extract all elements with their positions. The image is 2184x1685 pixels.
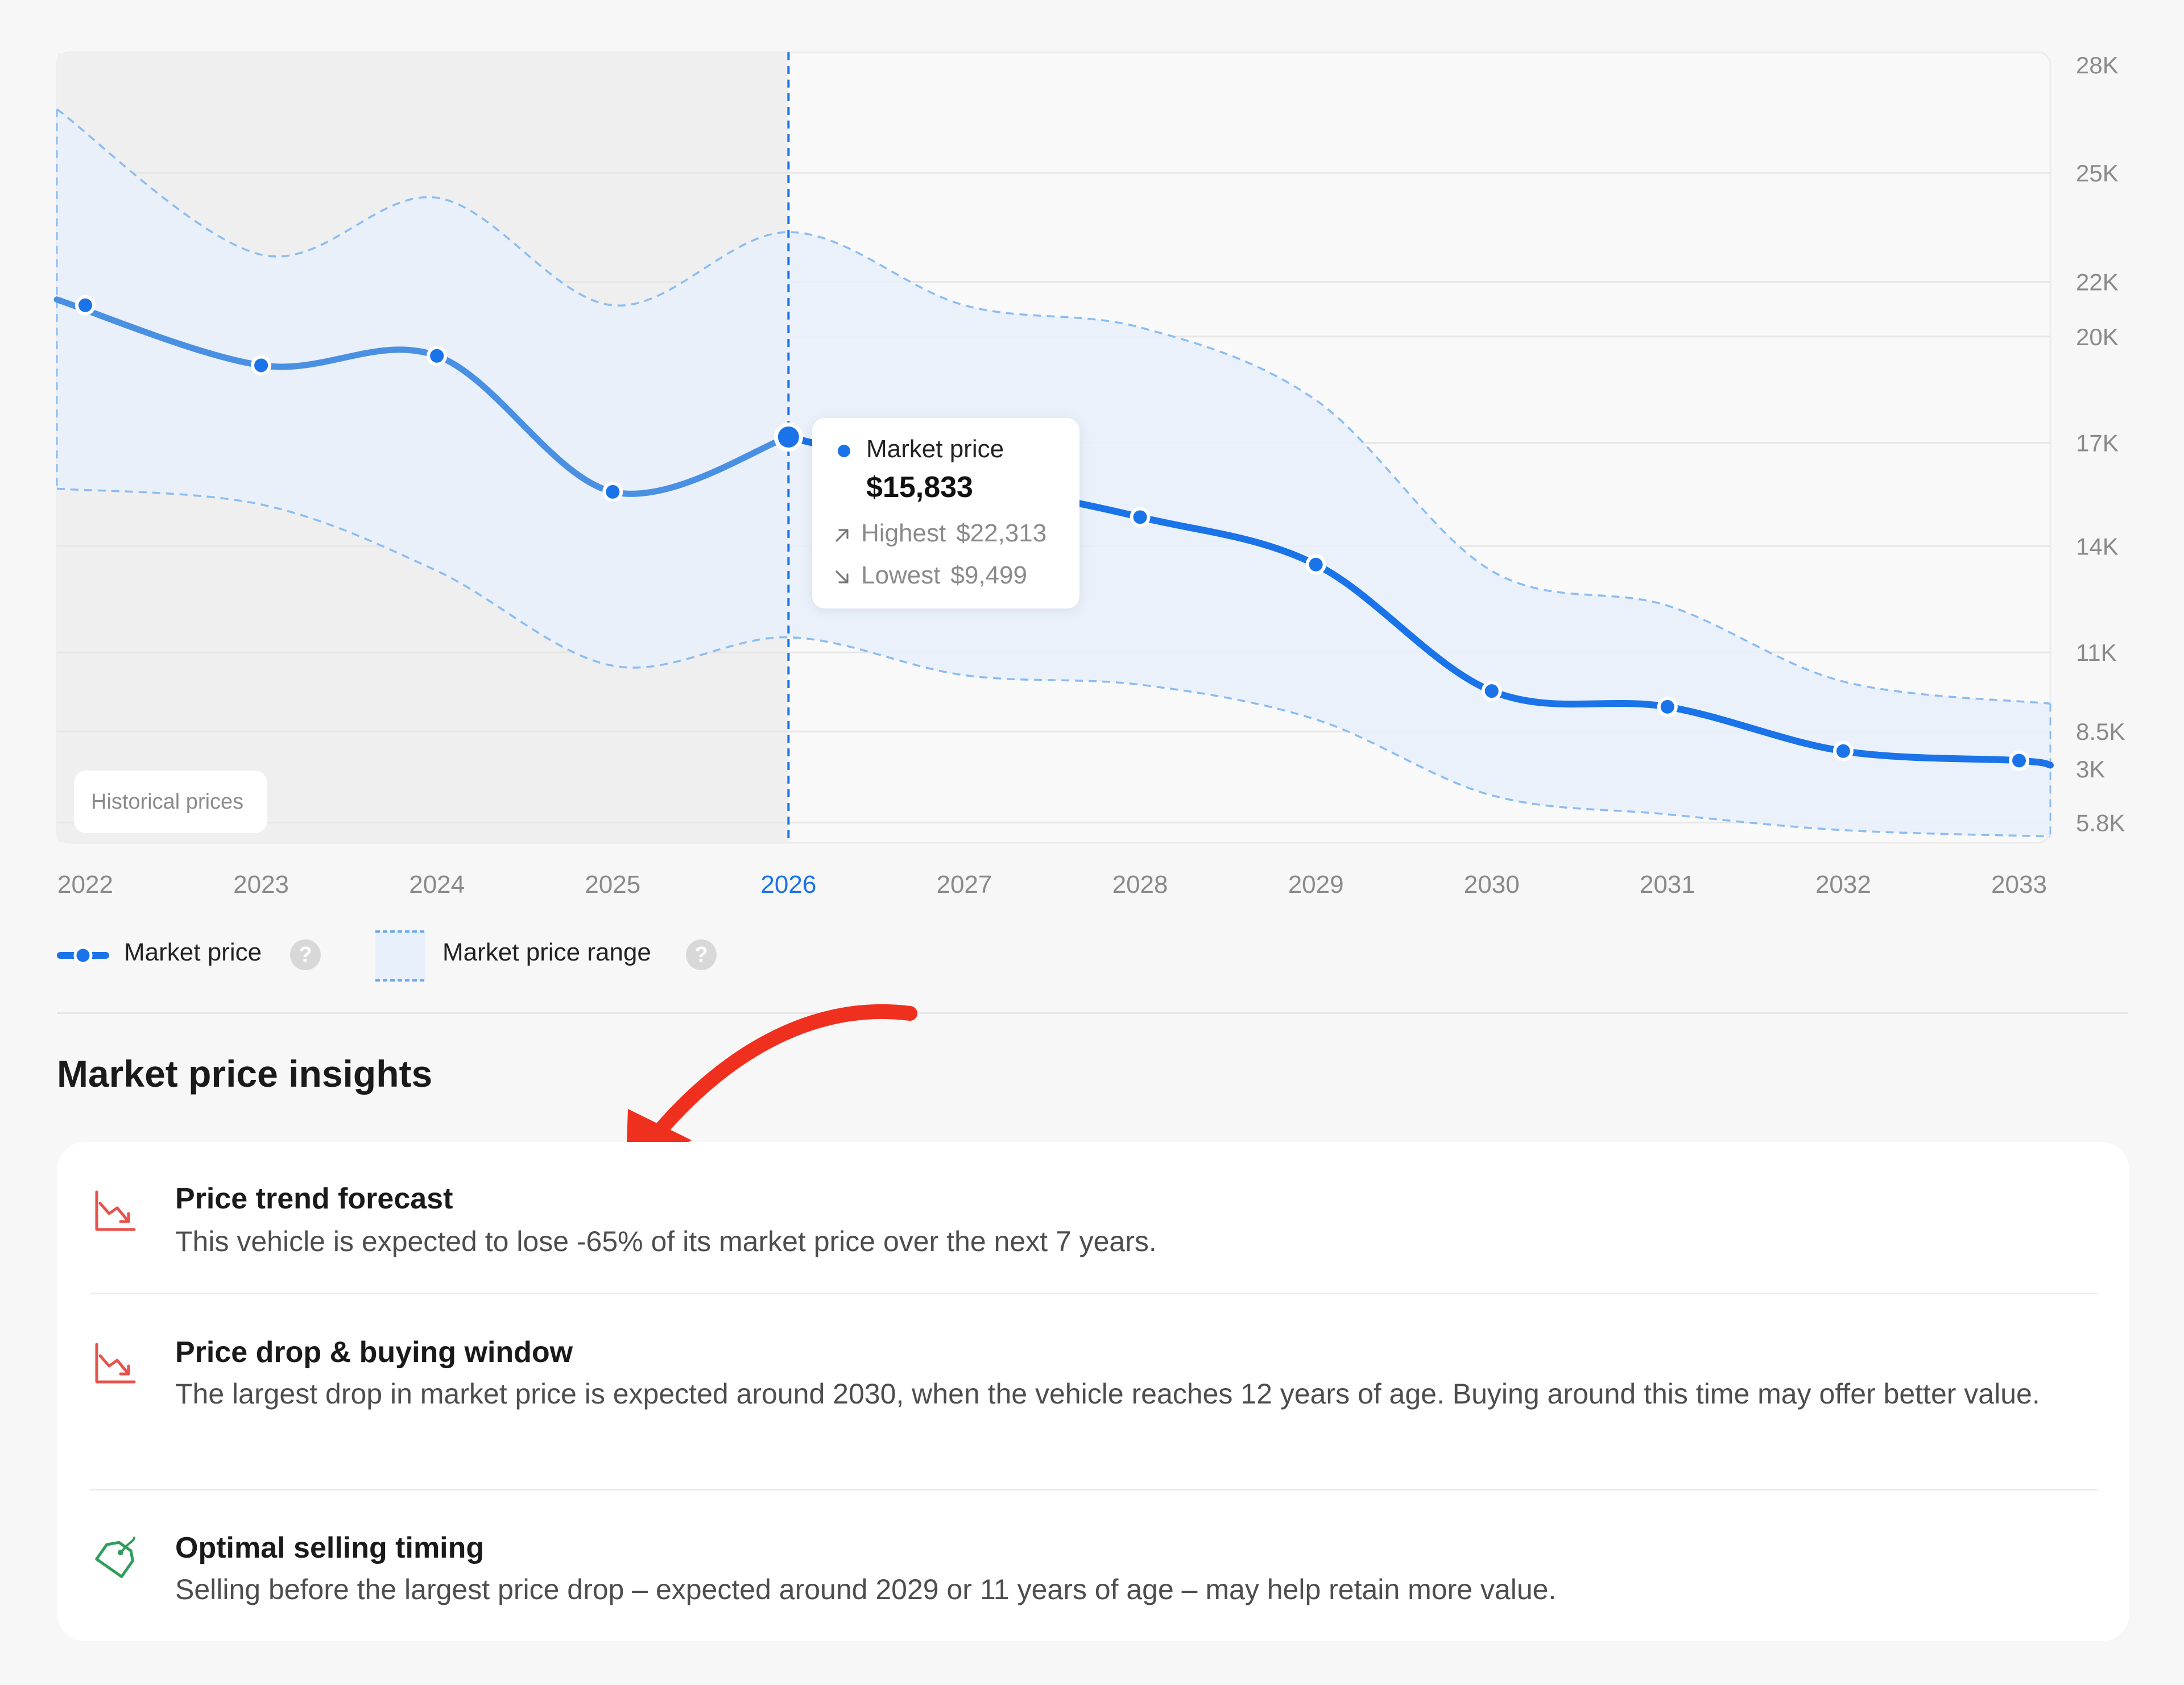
trend-down-icon (95, 1190, 136, 1231)
market-price-point (1130, 507, 1151, 528)
market-price-point (1657, 696, 1678, 717)
price-chart: 2022 2023 2024 2025 2026 2027 2028 2029 2030 2031… (53, 51, 2125, 899)
x-tick-label: 2033 (1991, 871, 2047, 899)
market-price-range-swatch-icon (375, 930, 425, 982)
chart-tooltip: Market price $15,833 Highest $22,313 Lowe… (812, 418, 1079, 608)
historical-prices-badge: Historical prices (74, 771, 267, 833)
help-icon[interactable]: ? (686, 939, 717, 970)
insights-title: Market price insights (57, 1053, 433, 1095)
market-price-swatch-icon (57, 946, 109, 965)
x-tick-label: 2027 (937, 871, 992, 899)
legend-label-market-price-range: Market price range (442, 938, 651, 966)
lower-range-line (56, 487, 2051, 838)
insights-card: Price trend forecast This vehicle is exp… (57, 1142, 2129, 1641)
x-tick-label: 2028 (1112, 871, 1168, 899)
market-price-point (2009, 750, 2029, 771)
market-price-point (1481, 681, 1502, 702)
insight-text: The largest drop in market price is expe… (175, 1378, 2040, 1410)
section-divider (57, 1012, 2128, 1014)
help-icon[interactable]: ? (290, 939, 321, 970)
x-tick-label: 2031 (1640, 871, 1695, 899)
x-tick-label: 2024 (409, 871, 465, 899)
arrow-up-right-icon (835, 529, 849, 542)
tooltip-value: $15,833 (866, 471, 973, 504)
legend-label-market-price: Market price (124, 938, 262, 966)
insight-text: This vehicle is expected to lose -65% of… (175, 1226, 1157, 1257)
y-tick-label: 11K (2076, 639, 2117, 666)
y-tick-label: 20K (2076, 324, 2119, 350)
insight-title: Price trend forecast (175, 1182, 453, 1215)
tag-icon (95, 1537, 135, 1578)
tooltip-label: Market price (866, 435, 1004, 463)
y-tick-label: 5.8K (2076, 809, 2125, 836)
x-tick-label: 2026 (760, 871, 816, 899)
y-tick-label: 3K (2076, 756, 2105, 783)
tooltip-series-dot (838, 445, 850, 457)
arrow-down-right-icon (835, 570, 849, 583)
market-price-point (774, 422, 803, 452)
insight-title: Price drop & buying window (175, 1336, 573, 1369)
x-tick-label: 2032 (1815, 871, 1871, 899)
market-price-point (1833, 740, 1854, 761)
upper-range-line (56, 108, 2051, 705)
x-tick-label: 2025 (585, 871, 640, 899)
y-tick-label: 28K (2076, 52, 2119, 78)
historical-prices-label: Historical prices (91, 790, 244, 814)
x-tick-label: 2023 (233, 871, 289, 899)
tooltip-lowest-label: Lowest (861, 561, 941, 589)
tooltip-lowest-value: $9,499 (950, 561, 1027, 589)
trend-down-icon (95, 1343, 136, 1384)
market-price-point (251, 355, 272, 376)
market-price-point (75, 295, 96, 316)
tooltip-lowest-row: Lowest $9,499 (834, 561, 1027, 590)
x-tick-label: 2029 (1288, 871, 1344, 899)
y-tick-label: 8.5K (2076, 718, 2125, 745)
y-tick-label: 17K (2076, 430, 2119, 457)
tooltip-highest-row: Highest $22,313 (834, 519, 1046, 548)
insight-title: Optimal selling timing (175, 1531, 485, 1564)
row-divider (90, 1489, 2098, 1491)
y-tick-label: 25K (2076, 160, 2119, 187)
row-divider (90, 1293, 2098, 1294)
market-price-point (1305, 554, 1326, 575)
tooltip-highest-value: $22,313 (956, 519, 1047, 547)
x-tick-label: 2022 (57, 871, 113, 899)
y-tick-label: 14K (2076, 533, 2119, 560)
market-price-point (427, 345, 448, 366)
y-tick-label: 22K (2076, 269, 2119, 296)
x-tick-label: 2030 (1464, 871, 1520, 899)
tooltip-highest-label: Highest (861, 519, 946, 547)
market-price-point (602, 481, 623, 502)
insight-text: Selling before the largest price drop – … (175, 1574, 1557, 1605)
